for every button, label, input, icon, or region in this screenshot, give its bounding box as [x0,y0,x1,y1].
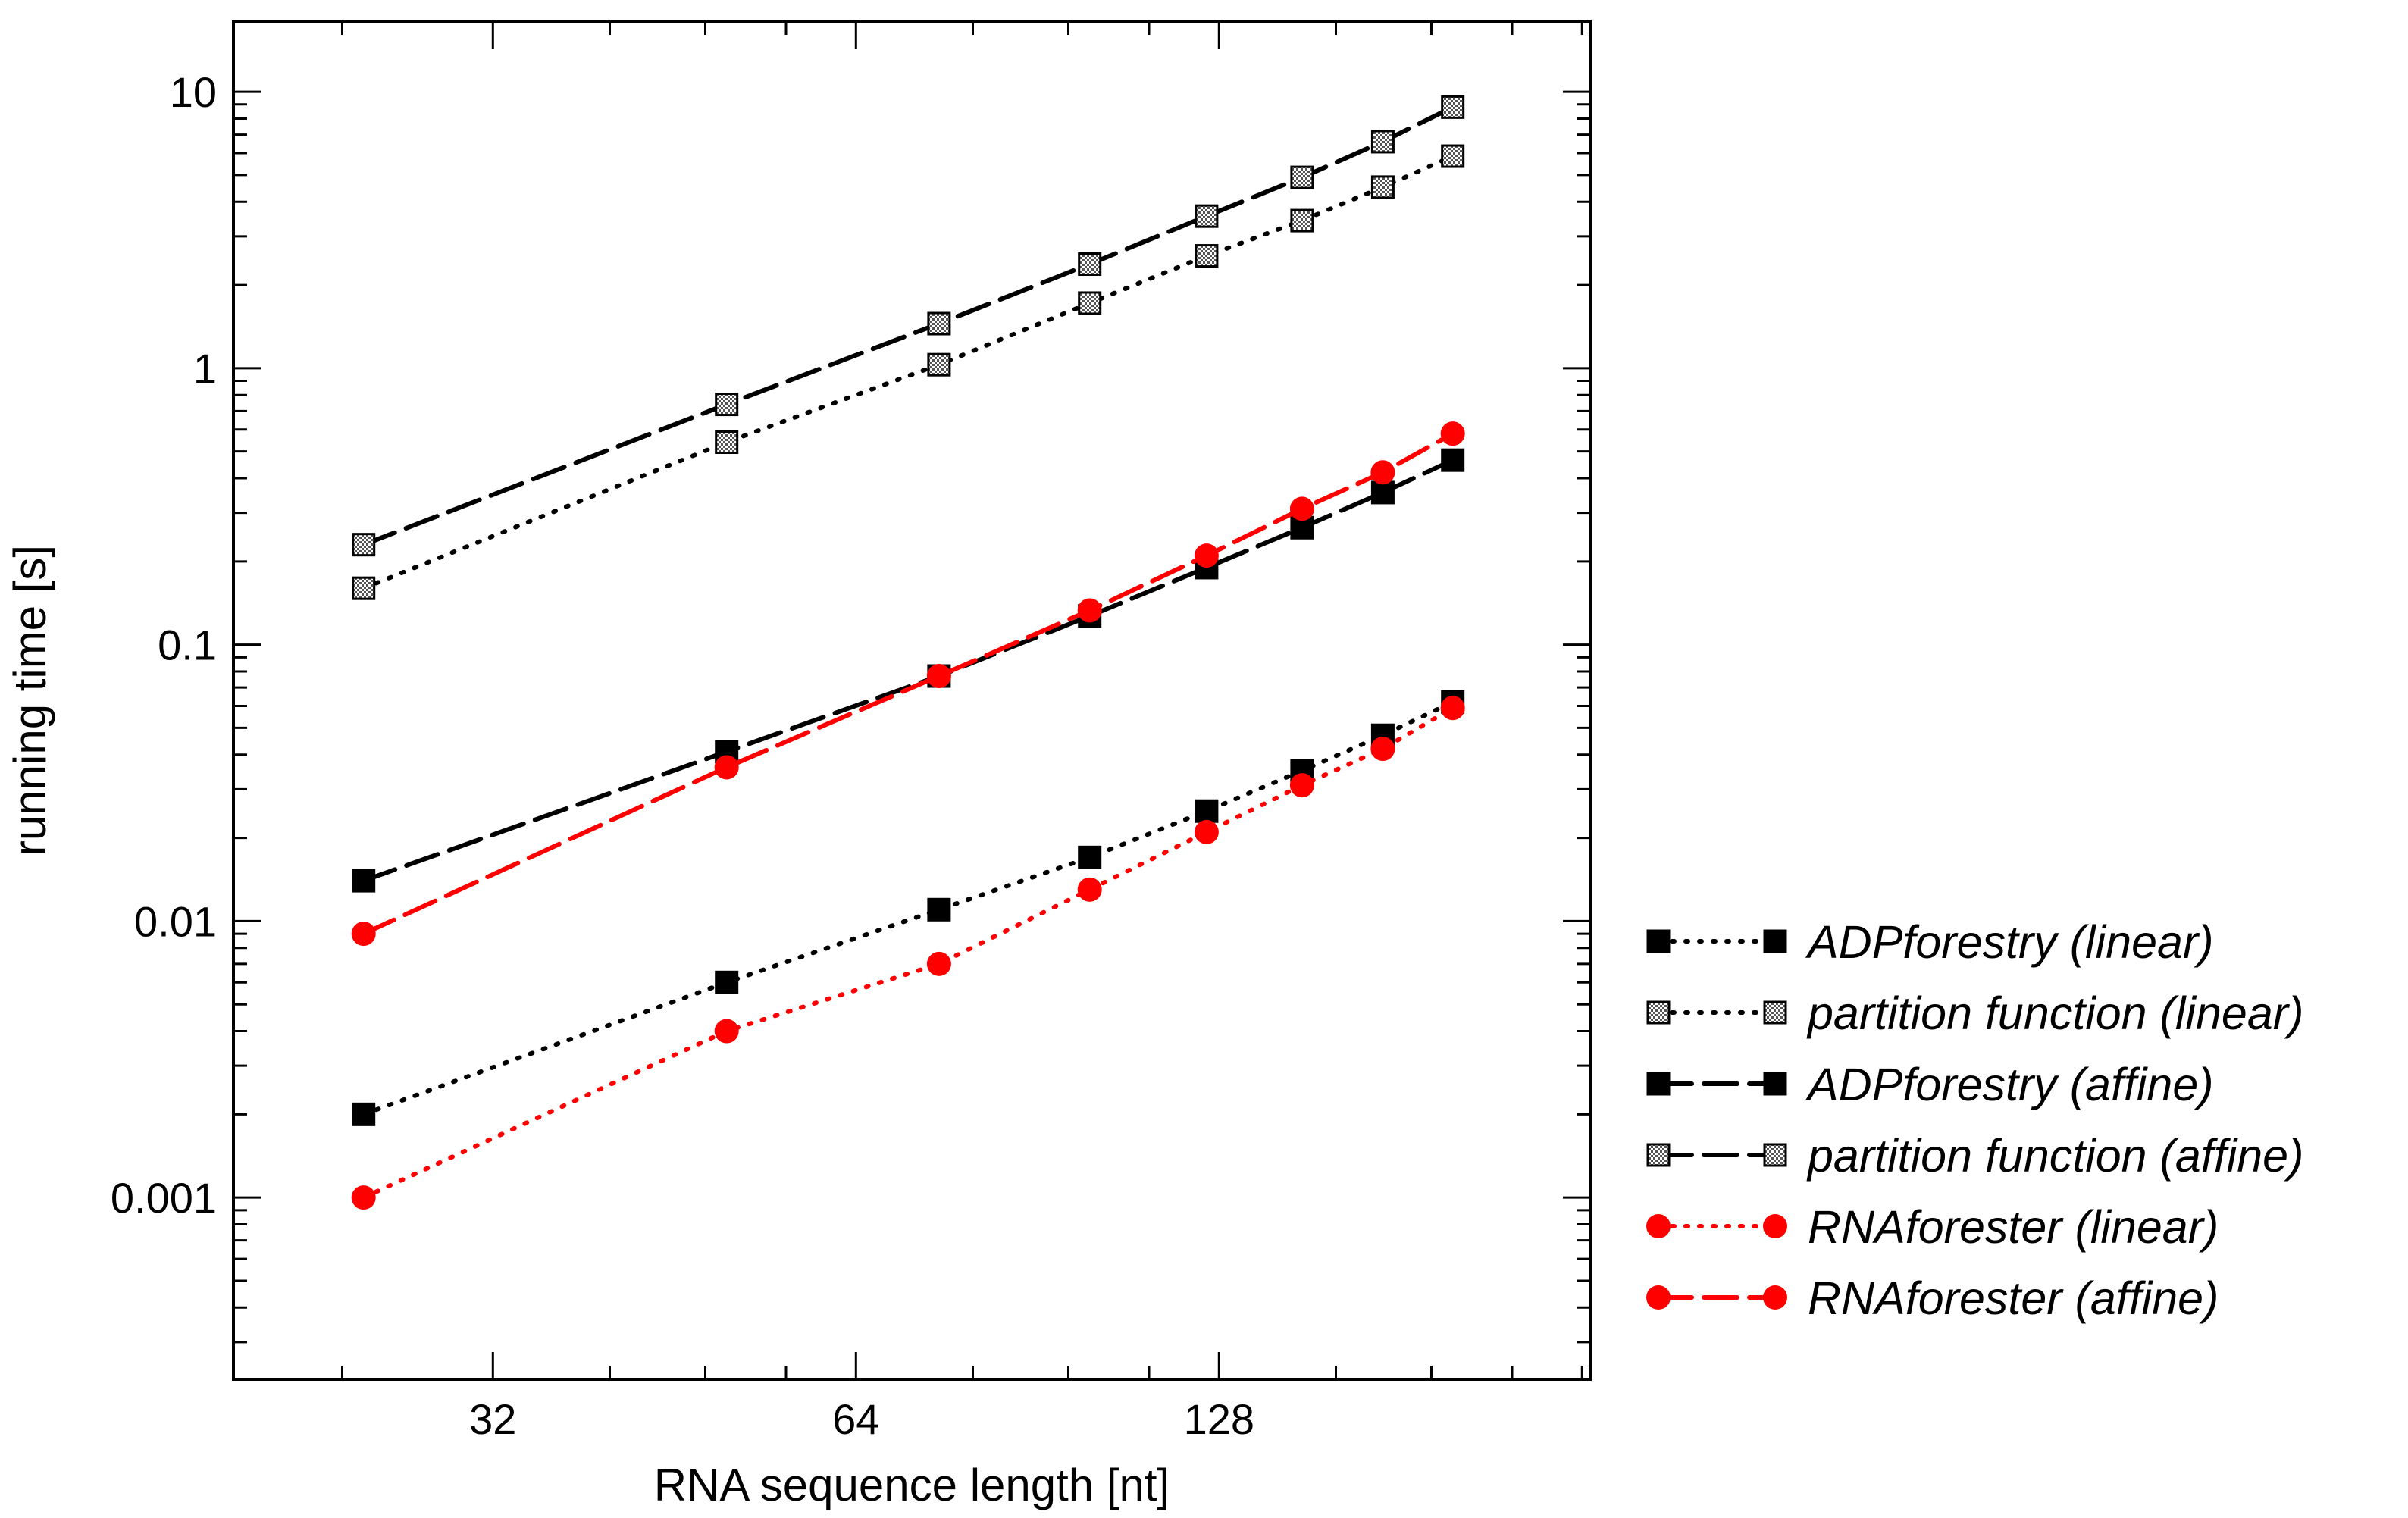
data-point [1290,208,1314,233]
data-point [1078,845,1102,869]
legend-marker [1646,1285,1671,1310]
data-point [1195,204,1219,228]
data-point [1370,460,1395,485]
data-point [1078,291,1102,315]
data-point [352,1102,376,1126]
legend-marker [1763,929,1787,953]
series-line [361,458,1455,884]
axis-ticks: 0.001 0.01 0.1 1 10 32 64 128 [111,21,1590,1443]
series-line [361,700,1455,1117]
data-point [1441,95,1465,119]
legend: ADPforestry (linear) partition function (… [1646,916,2303,1324]
data-point [926,951,951,976]
data-point [1289,496,1314,521]
series-group [351,95,1465,1210]
data-point [351,922,376,947]
series-5 [351,421,1465,947]
data-point [1195,244,1219,268]
legend-marker [1763,1000,1787,1025]
data-point [1441,144,1465,168]
data-point [1441,448,1465,472]
series-line [361,706,1455,1200]
data-point [1290,165,1314,189]
data-point [1077,598,1102,623]
series-line [361,431,1455,937]
data-point [1194,819,1219,844]
legend-label: ADPforestry (affine) [1805,1059,2214,1110]
data-point [352,533,376,557]
data-point [1370,480,1395,505]
data-point [1289,773,1314,798]
legend-marker [1646,1214,1671,1238]
legend-label: ADPforestry (linear) [1805,916,2214,968]
x-tick-label: 64 [832,1395,879,1443]
series-1 [352,144,1465,600]
legend-item: ADPforestry (affine) [1646,1059,2214,1110]
legend-marker [1763,1285,1787,1310]
plot-frame [232,20,1592,1381]
x-axis-label: RNA sequence length [nt] [654,1460,1170,1510]
series-line [361,154,1455,591]
data-point [1440,421,1465,446]
legend-label: partition function (affine) [1806,1130,2303,1182]
y-tick-label: 0.01 [134,897,217,945]
data-point [1370,175,1395,199]
data-point [927,311,951,336]
y-axis-label: running time [s] [5,545,55,856]
legend-label: RNAforester (affine) [1808,1272,2219,1324]
data-point [714,755,739,780]
data-point [1440,696,1465,721]
legend-marker [1646,1000,1671,1025]
legend-label: RNAforester (linear) [1808,1201,2219,1253]
legend-item: partition function (affine) [1646,1130,2303,1182]
data-point [351,1185,376,1210]
y-tick-label: 0.1 [158,621,217,669]
data-point [352,869,376,893]
y-tick-label: 1 [193,345,217,393]
legend-item: partition function (linear) [1646,987,2303,1039]
legend-marker [1763,1072,1787,1096]
legend-label: partition function (linear) [1806,987,2303,1039]
data-point [714,1019,739,1044]
data-point [715,430,739,454]
data-point [927,352,951,377]
legend-marker [1763,1214,1787,1238]
x-tick-label: 32 [469,1395,516,1443]
data-point [1077,877,1102,902]
series-3 [352,95,1465,557]
x-tick-label: 128 [1184,1395,1254,1443]
data-point [715,970,739,994]
data-point [1195,799,1219,823]
series-0 [352,690,1465,1126]
data-point [926,664,951,689]
legend-marker [1646,1143,1671,1167]
data-point [1078,252,1102,277]
data-point [1370,737,1395,762]
legend-marker [1646,929,1671,953]
data-point [352,576,376,600]
data-point [1370,130,1395,154]
legend-marker [1763,1143,1787,1167]
data-point [715,393,739,417]
series-4 [351,696,1465,1210]
data-point [1194,543,1219,568]
legend-marker [1646,1072,1671,1096]
legend-item: ADPforestry (linear) [1646,916,2214,968]
legend-item: RNAforester (affine) [1646,1272,2219,1324]
y-tick-label: 0.001 [111,1174,217,1222]
y-tick-label: 10 [170,68,217,116]
legend-item: RNAforester (linear) [1646,1201,2219,1253]
data-point [927,897,951,922]
series-line [361,105,1455,547]
